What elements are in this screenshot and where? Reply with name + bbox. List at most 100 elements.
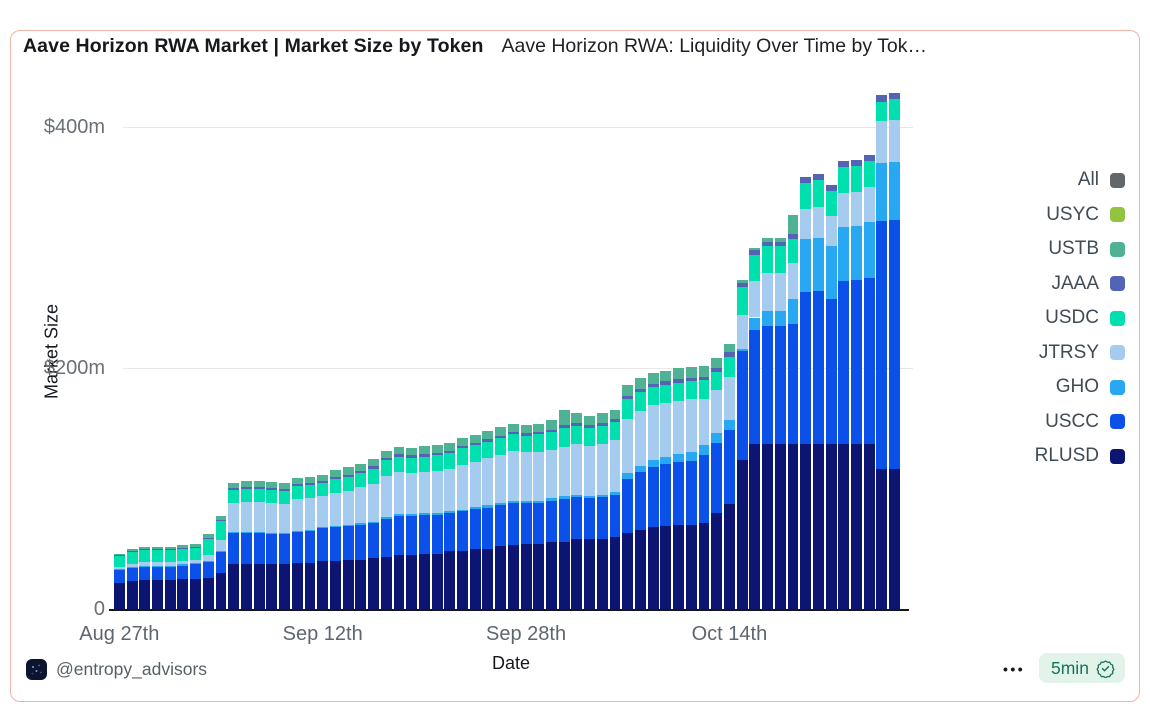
bar-segment-uscc [329,527,341,561]
bar-segment-usdc [279,490,291,505]
bar-segment-gho [113,569,125,571]
bar-segment-ustb [698,365,710,377]
bar-segment-usdc [749,254,761,282]
bar [253,480,265,609]
bar-segment-usdc [533,434,545,453]
bar-segment-jtrsy [469,462,481,507]
bar-segment-usdc [202,539,214,555]
legend-item-uscc[interactable]: USCC [1035,411,1125,433]
legend-item-jtrsy[interactable]: JTRSY [1035,342,1125,364]
bar-segment-rlusd [393,554,405,609]
bar-segment-usdc [660,384,672,404]
bar-segment-rlusd [596,539,608,609]
refresh-badge[interactable]: 5min [1039,653,1125,683]
bar-segment-rlusd [723,504,735,609]
chart-title-secondary[interactable]: Aave Horizon RWA: Liquidity Over Time by… [501,35,928,57]
bar-segment-usdc [444,453,456,469]
bar [329,470,341,609]
bar-segment-gho [152,565,163,567]
bar-segment-rlusd [673,524,685,609]
bar-segment-jtrsy [812,206,824,238]
refresh-badge-label: 5min [1051,657,1089,678]
bar-segment-ustb [673,368,685,379]
bar-segment-jaaa [291,484,303,487]
legend-item-ustb[interactable]: USTB [1035,238,1125,260]
x-axis-title: Date [491,653,531,673]
bar-segment-usdc [584,428,596,447]
bar-segment-uscc [736,351,748,460]
bar-segment-ustb [787,215,799,235]
bar-segment-gho [368,521,379,524]
bar [215,516,227,609]
bar-segment-gho [164,565,176,567]
bar-segment-gho [240,531,252,534]
bar-segment-jtrsy [800,209,812,240]
bar-segment-usdc [469,445,481,463]
bar [507,423,519,609]
bar-segment-jtrsy [622,418,634,473]
bar-segment-gho [596,494,608,497]
x-tick-label: Oct 14th [691,623,768,645]
bar [113,553,125,609]
bar-segment-gho [253,531,265,534]
bar-segment-jtrsy [647,405,659,460]
bar-segment-uscc [698,454,710,524]
bar-segment-jtrsy [457,465,468,510]
bar [342,467,354,609]
legend-item-rlusd[interactable]: RLUSD [1035,445,1125,467]
bar [571,413,583,609]
author-handle[interactable]: @entropy_advisors [26,659,207,680]
bar-segment-jtrsy [736,315,748,349]
bar-segment-uscc [126,568,138,582]
legend-item-usyc[interactable]: USYC [1035,204,1125,226]
bar-segment-jaaa [596,422,608,426]
bar-segment-rlusd [546,541,557,609]
bar-segment-jaaa [851,159,862,166]
bar-segment-uscc [800,292,812,444]
bar-segment-rlusd [647,527,659,609]
bar [736,280,748,609]
bar-segment-rlusd [266,564,278,609]
bar-segment-usdc [673,382,685,401]
bar-segment-gho [660,457,672,465]
legend-item-jaaa[interactable]: JAAA [1035,273,1125,295]
bar [863,154,875,609]
bar-segment-rlusd [634,529,646,609]
bar-segment-usdc [152,550,163,563]
bar-segment-jtrsy [317,495,329,528]
bar-segment-jtrsy [558,446,570,497]
bar [825,184,837,609]
bar [266,481,278,609]
legend-item-all[interactable]: All [1035,169,1125,191]
bar-segment-jtrsy [698,399,710,446]
legend-item-usdc[interactable]: USDC [1035,307,1125,329]
bar-segment-ustb [736,280,748,283]
bar-segment-jtrsy [863,187,875,223]
bar [533,423,545,609]
bar-segment-rlusd [291,563,303,609]
bar-segment-jaaa [723,352,735,358]
bar-segment-uscc [444,512,456,552]
bar-segment-usdc [723,357,735,377]
bar-segment-uscc [609,494,621,537]
bar-segment-uscc [558,499,570,542]
bar [698,365,710,609]
bar-segment-jaaa [749,250,761,255]
bar-segment-ustb [546,420,557,430]
legend-item-gho[interactable]: GHO [1035,376,1125,398]
bar-segment-jtrsy [113,566,125,570]
bar-segment-ustb [418,446,430,455]
more-menu-button[interactable]: ••• [1003,661,1026,677]
bar [495,427,507,609]
bar-segment-gho [825,246,837,300]
bar-segment-usdc [863,160,875,188]
bar [317,474,329,609]
bar-segment-gho [838,227,850,282]
bar-segment-rlusd [711,512,723,609]
bar-segment-jtrsy [749,281,761,318]
bar-segment-gho [469,506,481,510]
bar [838,160,850,609]
bar-segment-ustb [291,478,303,485]
bar-segment-ustb [190,544,202,547]
bar-segment-rlusd [126,581,138,609]
